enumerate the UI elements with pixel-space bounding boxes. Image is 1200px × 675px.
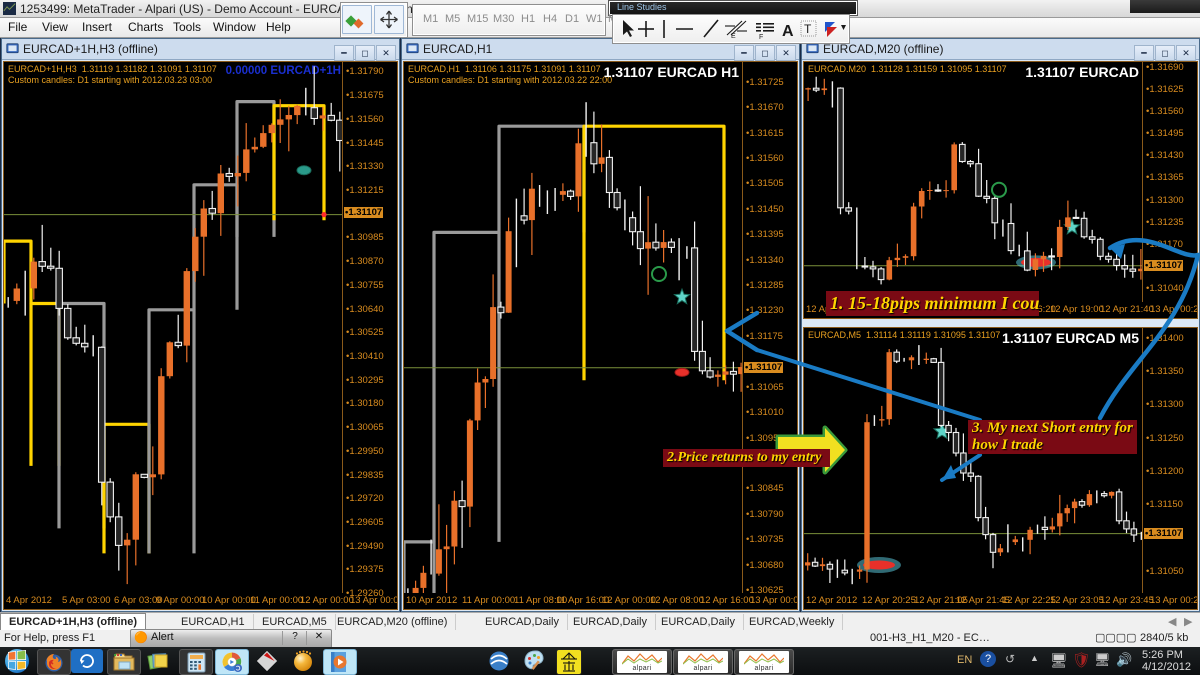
- svg-text:F: F: [759, 34, 763, 41]
- svg-text:A: A: [782, 23, 794, 40]
- svg-text:E: E: [731, 33, 736, 40]
- svg-text:T: T: [804, 22, 812, 36]
